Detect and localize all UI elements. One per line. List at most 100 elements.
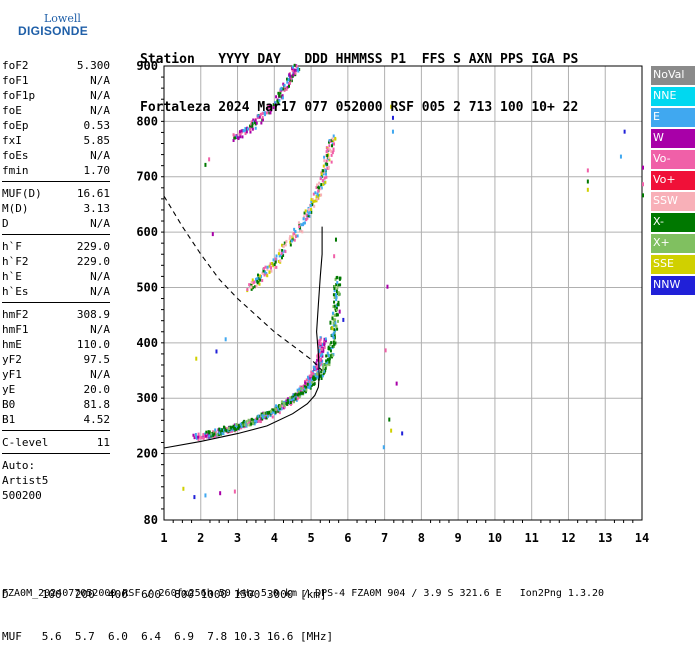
x-trace-dot [207, 430, 210, 434]
x-trace-dot [333, 300, 336, 304]
grid [163, 65, 643, 521]
multi-hop-dot [244, 132, 247, 136]
param-label: hmF2 [2, 308, 29, 321]
legend-item: NNE [651, 87, 695, 106]
multi-hop-dot [320, 172, 323, 176]
multi-hop-dot [264, 113, 267, 117]
o-trace-dot [195, 435, 198, 439]
x-trace-dot [225, 429, 228, 433]
scatter-dot [219, 491, 222, 496]
o-trace-dot [225, 427, 228, 431]
multi-hop-dot [322, 172, 325, 176]
x-trace-dot [303, 389, 306, 393]
multi-hop-dot [269, 262, 272, 266]
multi-hop-dot [328, 139, 331, 143]
x-trace-dot [332, 305, 335, 309]
o-trace-dot [319, 342, 322, 346]
multi-hop-dot [321, 169, 324, 173]
scatter-dot [386, 284, 389, 289]
param-label: hmF1 [2, 323, 29, 336]
legend-item: E [651, 108, 695, 127]
multi-hop-dot [233, 136, 236, 140]
multi-hop-dot [258, 282, 261, 286]
x-trace-dot [314, 372, 317, 376]
o-trace-dot [320, 362, 323, 366]
x-trace-dot [232, 424, 235, 428]
x-trace-dot [331, 316, 334, 320]
scatter-dot [333, 254, 336, 259]
multi-hop-dot [270, 104, 273, 108]
o-trace-dot [204, 434, 207, 438]
multi-hop-dot [291, 68, 294, 72]
x-trace-dot [333, 289, 336, 293]
multi-hop-dot [319, 187, 322, 191]
x-trace-dot [223, 428, 226, 432]
y-tick-label: 600 [136, 225, 158, 239]
multi-hop-dot [255, 121, 258, 125]
x-trace-dot [263, 411, 266, 415]
scatter-dot [619, 154, 622, 159]
multi-hop-dot [254, 277, 257, 281]
scatter-dot [586, 187, 589, 192]
x-trace-dot [213, 432, 216, 436]
multi-hop-dot [325, 154, 328, 158]
multi-hop-dot [251, 127, 254, 131]
multi-hop-dot [313, 204, 316, 208]
param-row: h`E N/A [2, 269, 110, 284]
multi-hop-dot [274, 257, 277, 261]
param-value: 229.0 [76, 255, 110, 268]
multi-hop-dot [309, 210, 312, 214]
tick-labels: 1 2 3 4 5 6 7 8 9 10 11 12 13 14802003004005006007008… [136, 59, 649, 545]
x-trace-dot [316, 375, 319, 379]
scatter-dot [391, 129, 394, 134]
x-trace-dot [216, 433, 219, 437]
multi-hop-dot [334, 137, 337, 141]
x-trace-dot [333, 342, 336, 346]
x-trace-dot [331, 311, 334, 315]
multi-hop-dot [299, 229, 302, 233]
param-row: foE N/A [2, 103, 110, 118]
multi-hop-dot [330, 150, 333, 154]
multi-hop-dot [327, 153, 330, 157]
multi-hop-dot [320, 186, 323, 190]
multi-hop-dot [278, 254, 281, 258]
distance-row: D 100 200 400 600 800 1000 1500 3000 [km… [2, 588, 327, 601]
multi-hop-dot [249, 124, 252, 128]
x-trace-dot [300, 386, 303, 390]
x-trace-dot [332, 293, 335, 297]
param-row: h`F2 229.0 [2, 254, 110, 269]
x-trace-dot [227, 428, 230, 432]
multi-hop-dot [279, 91, 282, 95]
scatter-dot [204, 493, 207, 498]
x-trace-dot [294, 397, 297, 401]
x-trace-dot [333, 313, 336, 317]
multi-hop-dot [297, 69, 300, 73]
x-trace-dot [227, 427, 230, 431]
multi-hop-dot [330, 160, 333, 164]
param-value: 16.61 [76, 187, 110, 200]
x-trace-dot [332, 340, 335, 344]
multi-hop-dot [289, 235, 292, 239]
multi-hop-dot [262, 269, 265, 273]
x-trace-dot [292, 397, 295, 401]
x-trace-dot [218, 431, 221, 435]
o-trace-dot [192, 433, 195, 437]
scatter-dot [623, 129, 626, 134]
multi-hop-dot [300, 223, 303, 227]
multi-hop-dot [285, 239, 288, 243]
x-trace-dot [328, 363, 331, 367]
scatter-dot [195, 356, 198, 361]
legend-item: NoVal [651, 66, 695, 85]
scatter-dot [204, 162, 207, 167]
param-value: 229.0 [76, 240, 110, 253]
x-trace-dot [320, 376, 323, 380]
o-trace-dot [264, 416, 267, 420]
scatter-dot [382, 445, 385, 450]
muf-table: D 100 200 400 600 800 1000 1500 3000 [km… [2, 560, 333, 658]
multi-hop-dot [281, 94, 284, 98]
o-trace-dot [262, 411, 265, 415]
multi-hop-dot [294, 68, 297, 72]
multi-hop-dot [314, 191, 317, 195]
multi-hop-dot [282, 244, 285, 248]
param-label: h`F [2, 240, 22, 253]
